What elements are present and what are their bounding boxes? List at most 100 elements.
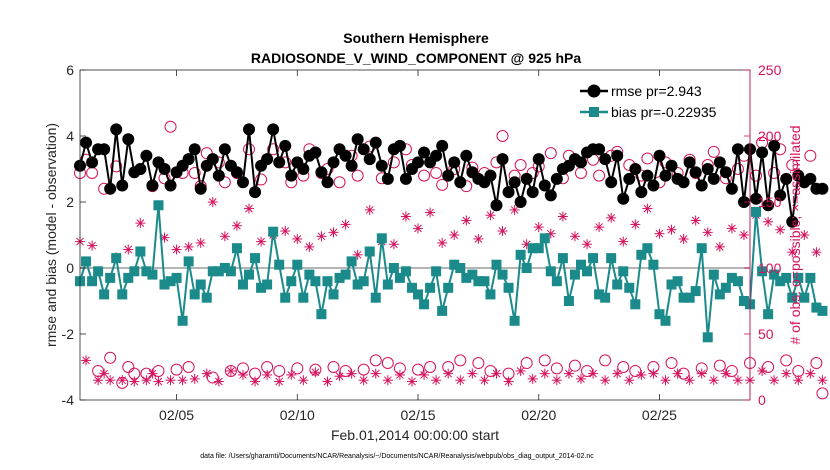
obs-assimilated-stroke <box>486 211 495 220</box>
rmse-marker <box>490 199 503 212</box>
obs-assimilated-stroke <box>420 371 428 379</box>
obs-possible-marker <box>454 354 467 367</box>
obs-possible-marker <box>816 387 829 400</box>
obs-assimilated-marker <box>207 197 218 207</box>
obs-possible-marker <box>188 166 201 179</box>
rmse-marker <box>508 176 521 189</box>
obs-assimilated-marker <box>787 247 798 258</box>
obs-assimilated-marker <box>280 226 291 237</box>
rmse-marker <box>345 159 358 172</box>
obs-assimilated-marker <box>624 375 635 386</box>
obs-assimilated-stroke <box>552 376 561 385</box>
obs-assimilated-stroke <box>214 377 223 386</box>
obs-assimilated-stroke <box>227 367 235 375</box>
obs-assimilated-marker <box>551 375 562 386</box>
obs-assimilated-marker <box>678 233 689 244</box>
legend-bias-label: bias pr=-0.22935 <box>611 104 717 120</box>
y-right-tick-label: 150 <box>758 194 782 210</box>
rmse-marker <box>502 186 515 199</box>
obs-assimilated-marker <box>388 239 399 250</box>
rmse-marker <box>321 176 334 189</box>
rmse-marker <box>279 139 292 152</box>
obs-possible-marker <box>327 361 340 373</box>
rmse-marker <box>713 156 726 169</box>
obs-possible-marker <box>267 143 280 156</box>
rmse-marker <box>315 166 328 179</box>
rmse-marker <box>574 156 587 169</box>
obs-assimilated-marker <box>600 375 611 386</box>
rmse-marker <box>526 186 539 199</box>
obs-possible-marker <box>641 152 654 165</box>
obs-assimilated-marker <box>781 368 792 379</box>
obs-possible-marker <box>104 351 117 364</box>
obs-assimilated-stroke <box>728 224 736 233</box>
obs-assimilated-marker <box>304 241 315 252</box>
obs-assimilated-stroke <box>106 376 115 385</box>
bias-marker <box>322 276 333 287</box>
rmse-marker <box>164 179 177 192</box>
obs-assimilated-stroke <box>341 220 350 229</box>
bias-marker <box>527 243 538 254</box>
rmse-marker <box>768 139 781 152</box>
obs-possible-marker <box>780 354 793 367</box>
rmse-marker <box>249 186 262 199</box>
bias-marker <box>370 292 381 303</box>
rmse-marker <box>695 179 708 192</box>
x-tick-label: 02/10 <box>280 407 315 423</box>
bias-marker <box>141 266 152 277</box>
y-right-tick-label: 100 <box>758 260 782 276</box>
obs-assimilated-marker <box>473 233 484 244</box>
bias-marker <box>165 276 176 287</box>
rmse-marker <box>309 146 322 159</box>
rmse-marker <box>194 182 207 195</box>
bias-marker <box>563 296 574 306</box>
obs-assimilated-stroke <box>722 369 730 378</box>
obs-assimilated-marker <box>256 236 267 247</box>
obs-assimilated-stroke <box>788 248 797 257</box>
rmse-marker <box>393 139 406 152</box>
obs-assimilated-stroke <box>335 372 344 381</box>
bias-marker <box>171 272 182 283</box>
bias-marker <box>449 259 460 270</box>
obs-assimilated-stroke <box>571 232 579 241</box>
obs-assimilated-stroke <box>323 377 332 386</box>
obs-assimilated-stroke <box>299 376 308 385</box>
rmse-marker <box>532 153 545 166</box>
obs-assimilated-stroke <box>456 376 465 385</box>
obs-assimilated-stroke <box>275 377 284 386</box>
rmse-marker <box>659 169 672 182</box>
bias-marker <box>274 259 285 270</box>
rmse-marker <box>635 186 648 199</box>
rmse-marker <box>780 172 793 185</box>
obs-assimilated-marker <box>328 227 339 238</box>
obs-assimilated-stroke <box>534 223 543 231</box>
rmse-marker <box>430 149 443 162</box>
obs-possible-marker <box>629 364 642 377</box>
obs-assimilated-stroke <box>245 204 253 213</box>
obs-assimilated-marker <box>606 212 617 223</box>
obs-assimilated-marker <box>449 230 460 240</box>
obs-assimilated-stroke <box>764 217 772 226</box>
obs-assimilated-stroke <box>365 206 374 214</box>
rmse-marker <box>611 149 624 162</box>
rmse-marker <box>236 176 249 189</box>
obs-assimilated-stroke <box>625 376 634 385</box>
bias-marker <box>364 246 375 257</box>
rmse-marker <box>725 182 738 195</box>
bias-marker <box>726 272 737 283</box>
bias-marker <box>690 286 701 297</box>
obs-assimilated-stroke <box>679 235 688 243</box>
bias-marker <box>419 299 430 310</box>
chart-title: Southern Hemisphere <box>343 30 489 46</box>
y-left-tick-label: -4 <box>62 392 75 408</box>
rmse-marker <box>140 149 153 162</box>
obs-assimilated-marker <box>195 237 206 248</box>
obs-assimilated-stroke <box>160 233 169 242</box>
obs-assimilated-marker <box>93 375 104 386</box>
obs-assimilated-stroke <box>166 376 175 385</box>
rmse-marker <box>484 169 497 182</box>
obs-assimilated-marker <box>177 375 188 386</box>
obs-assimilated-marker <box>382 375 393 386</box>
bias-marker <box>400 266 411 277</box>
